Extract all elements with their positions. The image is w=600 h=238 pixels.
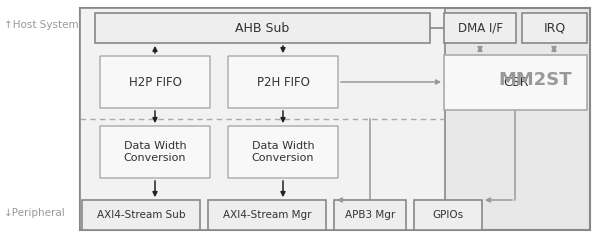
Text: Data Width
Conversion: Data Width Conversion [124, 141, 187, 163]
Text: DMA I/F: DMA I/F [458, 21, 503, 35]
Text: AXI4-Stream Mgr: AXI4-Stream Mgr [223, 210, 311, 220]
FancyBboxPatch shape [100, 126, 210, 178]
FancyBboxPatch shape [80, 8, 445, 230]
Text: GPIOs: GPIOs [433, 210, 464, 220]
Text: Data Width
Conversion: Data Width Conversion [251, 141, 314, 163]
Text: MM2ST: MM2ST [498, 71, 572, 89]
Text: P2H FIFO: P2H FIFO [257, 75, 310, 89]
Text: AXI4-Stream Sub: AXI4-Stream Sub [97, 210, 185, 220]
FancyBboxPatch shape [522, 13, 587, 43]
FancyBboxPatch shape [82, 200, 200, 230]
FancyBboxPatch shape [208, 200, 326, 230]
FancyBboxPatch shape [95, 13, 430, 43]
Text: ↑Host System: ↑Host System [4, 20, 79, 30]
Text: CSR: CSR [503, 76, 528, 89]
FancyBboxPatch shape [228, 56, 338, 108]
Text: H2P FIFO: H2P FIFO [128, 75, 181, 89]
Text: AHB Sub: AHB Sub [235, 21, 290, 35]
Text: APB3 Mgr: APB3 Mgr [345, 210, 395, 220]
FancyBboxPatch shape [80, 8, 590, 230]
FancyBboxPatch shape [444, 13, 516, 43]
FancyBboxPatch shape [414, 200, 482, 230]
Text: ↓Peripheral: ↓Peripheral [4, 208, 66, 218]
Text: IRQ: IRQ [544, 21, 566, 35]
FancyBboxPatch shape [228, 126, 338, 178]
FancyBboxPatch shape [444, 55, 587, 110]
FancyBboxPatch shape [100, 56, 210, 108]
FancyBboxPatch shape [334, 200, 406, 230]
